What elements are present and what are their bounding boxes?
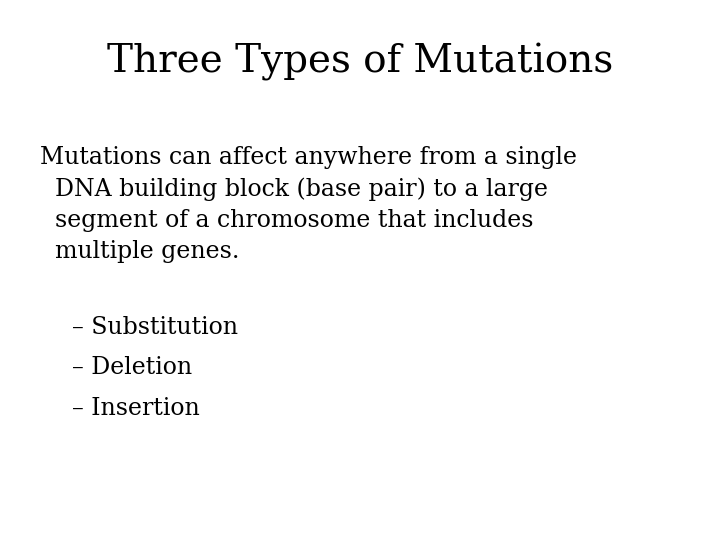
Text: Mutations can affect anywhere from a single
  DNA building block (base pair) to : Mutations can affect anywhere from a sin… [40, 146, 577, 263]
Text: – Deletion: – Deletion [72, 356, 192, 380]
Text: – Substitution: – Substitution [72, 316, 238, 339]
Text: Three Types of Mutations: Three Types of Mutations [107, 43, 613, 81]
Text: – Insertion: – Insertion [72, 397, 199, 420]
